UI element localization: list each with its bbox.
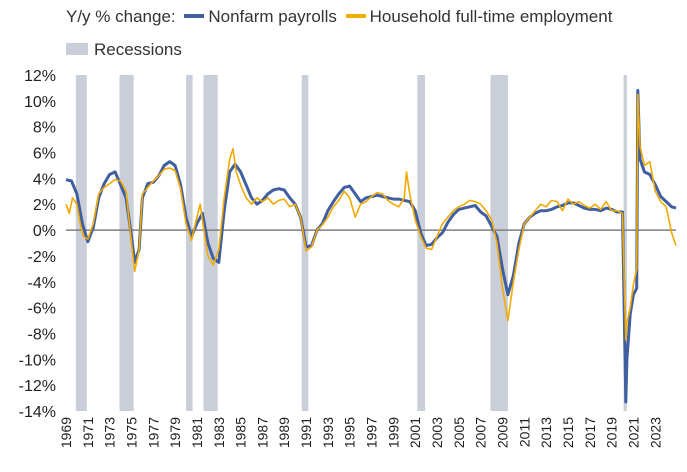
x-tick-label: 1989 xyxy=(276,417,292,448)
y-tick-label: 4% xyxy=(33,171,56,188)
x-tick-label: 2007 xyxy=(473,417,489,448)
x-tick-label: 1991 xyxy=(298,417,314,448)
x-tick-label: 2011 xyxy=(516,417,532,447)
x-tick-label: 1985 xyxy=(233,417,249,448)
recession-bands xyxy=(75,75,627,411)
legend-label-household: Household full-time employment xyxy=(369,7,613,26)
x-tick-label: 1977 xyxy=(145,417,161,448)
series-line xyxy=(65,93,677,341)
x-tick-label: 2019 xyxy=(604,417,620,448)
y-tick-label: -6% xyxy=(28,301,56,318)
x-tick-label: 1987 xyxy=(254,417,270,448)
legend-swatch-nonfarm xyxy=(184,14,205,19)
legend-row: Y/y % change: Nonfarm payrolls Household… xyxy=(66,7,612,27)
recession-band xyxy=(417,75,426,411)
y-axis-ticks: 12% 10% 8% 6% 4% 2% 0% -2% -4% -6% -8% -10% -12% -14% xyxy=(19,68,56,421)
legend-swatch-recessions xyxy=(66,43,88,56)
x-tick-label: 1983 xyxy=(211,417,227,448)
x-tick-label: 1971 xyxy=(80,417,96,448)
x-tick-label: 1993 xyxy=(320,417,336,448)
x-tick-label: 2005 xyxy=(451,417,467,448)
x-tick-label: 1981 xyxy=(189,417,205,448)
y-tick-label: 2% xyxy=(33,197,56,214)
x-tick-label: 1999 xyxy=(385,417,401,448)
y-tick-label: 10% xyxy=(24,94,56,111)
legend-swatch-household xyxy=(345,14,366,19)
series-lines xyxy=(65,89,677,404)
x-axis-ticks: 1969 1971 1973 1975 1977 1979 1981 1983 1985 1987… xyxy=(58,417,663,448)
y-tick-label: -12% xyxy=(19,378,56,395)
recession-band xyxy=(623,75,627,411)
x-tick-label: 2001 xyxy=(407,417,423,448)
recession-band xyxy=(75,75,87,411)
y-tick-label: 0% xyxy=(33,223,56,240)
x-tick-label: 1979 xyxy=(167,417,183,448)
legend-prefix: Y/y % change: xyxy=(66,7,176,26)
y-tick-label: -14% xyxy=(19,404,56,421)
y-tick-label: -8% xyxy=(28,326,56,343)
x-tick-label: 1995 xyxy=(342,417,358,448)
x-tick-label: 2003 xyxy=(429,417,445,448)
x-tick-label: 2013 xyxy=(538,417,554,448)
y-tick-label: 8% xyxy=(33,120,56,137)
y-tick-label: -10% xyxy=(19,352,56,369)
recession-band xyxy=(186,75,193,411)
x-tick-label: 2009 xyxy=(495,417,511,448)
legend-label-nonfarm: Nonfarm payrolls xyxy=(208,7,337,26)
x-tick-label: 2017 xyxy=(582,417,598,448)
recession-band xyxy=(203,75,218,411)
recession-band xyxy=(119,75,134,411)
x-tick-label: 2015 xyxy=(560,417,576,448)
series-line xyxy=(65,89,677,404)
y-tick-label: 6% xyxy=(33,146,56,163)
x-tick-label: 2021 xyxy=(625,417,641,448)
x-tick-label: 1975 xyxy=(124,417,140,448)
legend-label-recessions: Recessions xyxy=(94,40,182,59)
x-tick-label: 2023 xyxy=(647,417,663,448)
x-tick-label: 1997 xyxy=(364,417,380,448)
y-tick-label: -4% xyxy=(28,275,56,292)
legend-row-recessions: Recessions xyxy=(66,40,182,60)
x-tick-label: 1969 xyxy=(58,417,74,448)
x-tick-label: 1973 xyxy=(102,417,118,448)
y-tick-label: -2% xyxy=(28,249,56,266)
y-tick-label: 12% xyxy=(24,68,56,85)
